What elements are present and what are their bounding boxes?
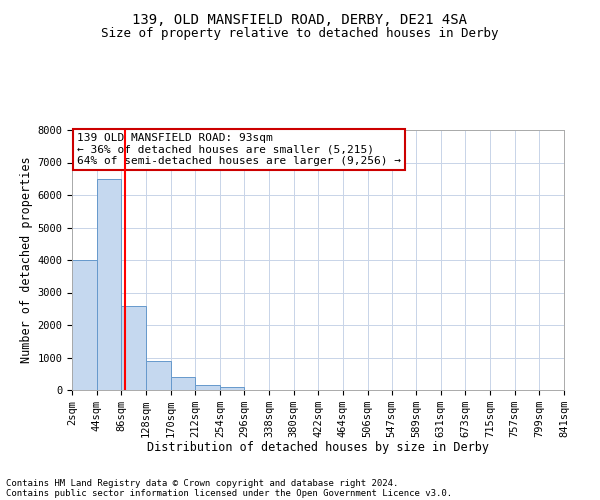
Bar — [72, 260, 97, 390]
Bar — [195, 385, 220, 390]
Text: 139, OLD MANSFIELD ROAD, DERBY, DE21 4SA: 139, OLD MANSFIELD ROAD, DERBY, DE21 4SA — [133, 12, 467, 26]
Text: Contains HM Land Registry data © Crown copyright and database right 2024.: Contains HM Land Registry data © Crown c… — [6, 478, 398, 488]
Bar — [97, 179, 121, 390]
Bar — [146, 361, 170, 390]
Y-axis label: Number of detached properties: Number of detached properties — [20, 156, 33, 364]
Bar — [121, 306, 146, 390]
Text: Size of property relative to detached houses in Derby: Size of property relative to detached ho… — [101, 28, 499, 40]
Text: Contains public sector information licensed under the Open Government Licence v3: Contains public sector information licen… — [6, 488, 452, 498]
Text: 139 OLD MANSFIELD ROAD: 93sqm
← 36% of detached houses are smaller (5,215)
64% o: 139 OLD MANSFIELD ROAD: 93sqm ← 36% of d… — [77, 132, 401, 166]
Bar — [220, 387, 244, 390]
X-axis label: Distribution of detached houses by size in Derby: Distribution of detached houses by size … — [147, 442, 489, 454]
Bar — [170, 377, 195, 390]
